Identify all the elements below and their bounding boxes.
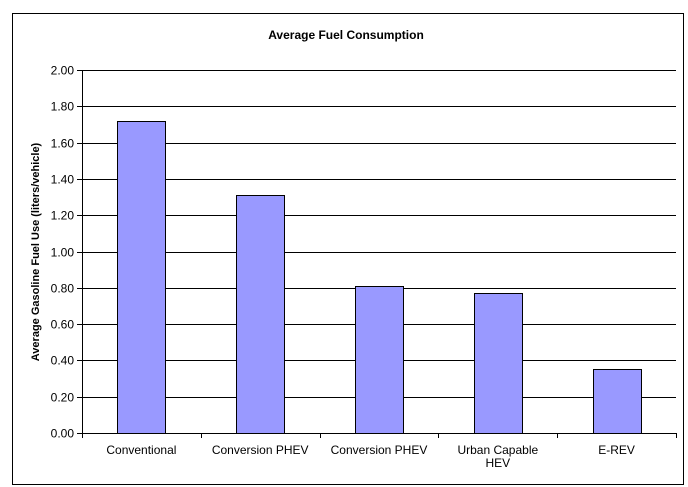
y-tick-label: 2.00 [51, 64, 75, 78]
x-category-label: Urban Capable HEV [457, 443, 538, 470]
chart-title: Average Fuel Consumption [268, 28, 424, 42]
y-axis-title: Average Gasoline Fuel Use (liters/vehicl… [30, 142, 42, 361]
bars [117, 121, 642, 434]
y-tick-label: 1.80 [51, 100, 75, 114]
y-tick-label: 0.40 [51, 354, 75, 368]
bar [355, 286, 404, 434]
y-tick-label: 1.60 [51, 137, 75, 151]
y-tick-label: 0.80 [51, 282, 75, 296]
x-category-label: Conventional [106, 443, 176, 457]
x-category-label: Conversion PHEV [212, 443, 309, 457]
y-tick-labels: 0.00 0.20 0.40 0.60 0.80 1.00 1.20 1.40 1.60 1.80… [51, 64, 75, 441]
x-category-label: Conversion PHEV [331, 443, 428, 457]
bar [474, 293, 523, 434]
x-category-label: E-REV [598, 443, 635, 457]
y-tick-label: 0.60 [51, 318, 75, 332]
y-tick-label: 1.00 [51, 246, 75, 260]
y-tick-label: 0.20 [51, 391, 75, 405]
gridlines [82, 70, 676, 398]
axes [77, 70, 677, 438]
x-category-labels: Conventional Conversion PHEV Conversion PH… [106, 443, 635, 470]
bar [236, 195, 285, 434]
bar [117, 121, 166, 434]
y-tick-label: 0.00 [51, 427, 75, 441]
y-tick-label: 1.40 [51, 173, 75, 187]
y-tick-label: 1.20 [51, 209, 75, 223]
bar [593, 369, 642, 434]
